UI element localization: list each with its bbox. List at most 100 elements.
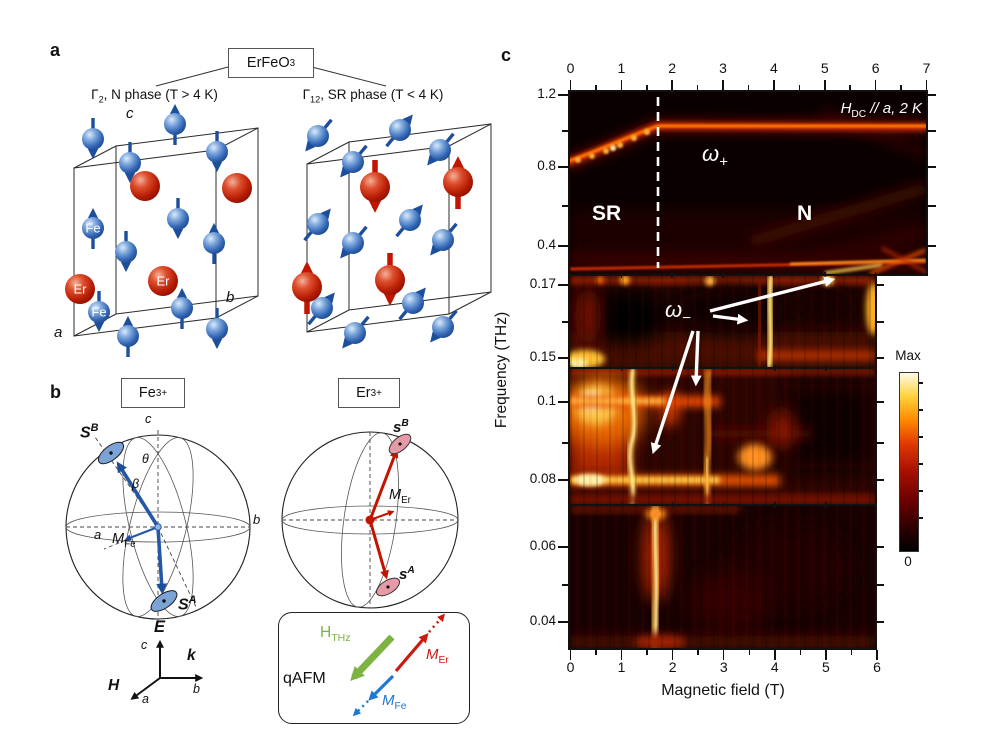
fe-atom [203,232,225,254]
bottom-axis-major-tick [620,650,623,660]
measurement-condition: HDC // a, 2 K [840,100,922,120]
fe-atom [117,325,139,347]
top-axis-major-tick [824,80,826,90]
bottom-axis-tick-label: 2 [668,659,677,675]
bottom-axis-minor-tick [799,650,802,655]
fe-atom [171,297,193,319]
e-field-label: E [154,618,166,636]
fe-spin-arrow [385,114,413,148]
m-fe-label: MFe [112,531,136,550]
atom-label: Er [157,274,171,289]
colorbar-tick [917,382,923,384]
boundary-axis-tick [620,502,623,508]
h-field-label: H [108,677,120,694]
spin-sb-er-label: sB [393,418,409,436]
fe-atom [432,316,454,338]
boundary-axis-tick [824,272,826,278]
top-axis-tick-label: 2 [668,60,677,76]
bottom-axis-minor-tick [646,650,648,655]
fe-spin-arrow [427,132,455,166]
frame-axis-a: a [142,692,149,706]
bottom-axis-minor-tick [595,650,597,655]
atom-label: Fe [85,221,100,236]
freq-axis-major-tick [558,546,568,548]
right-axis-tick-lower [877,321,884,323]
segment-boundary-2 [568,367,877,369]
top-axis-major-tick [671,80,673,90]
er-atom [360,172,390,202]
er-atom [292,272,322,302]
theta-label: θ [142,452,149,466]
bottom-axis-minor-tick [697,650,699,655]
compound-box: ErFeO 3 [228,48,314,78]
top-axis-major-tick [620,80,623,90]
axis-left-spine [568,90,570,650]
colorbar-max-label: Max [895,348,921,363]
atom-label: Er [74,282,88,297]
atom-label: Fe [91,305,106,320]
heatmap-segment-006-004 [570,506,875,648]
freq-axis-tick-label: 0.08 [529,471,556,486]
boundary-axis-tick [825,365,827,371]
freq-axis-tick-label: 1.2 [537,86,556,101]
fe-atom [311,297,333,319]
right-axis-tick-lower [877,284,884,286]
m-er-label: MEr [389,487,411,506]
freq-axis-major-tick [558,94,568,96]
k-vector-label: k [187,647,196,664]
fe-atom [82,217,104,239]
freq-axis-tick-label: 0.8 [537,158,556,173]
right-axis-tick-lower [877,479,884,481]
right-axis-tick-upper [928,166,936,168]
heatmap-segment-017-015 [570,276,875,367]
right-axis-tick-lower [877,546,884,548]
bottom-axis-major-tick [722,650,725,660]
right-axis-tick-upper [928,245,936,247]
heatmap-segment-01-008 [570,369,875,504]
bottom-axis-tick-label: 1 [617,659,626,675]
fe-sphere-axis-b: b [253,512,261,527]
er-atom [375,265,405,295]
n-phase-title: Γ2, N phase (T > 4 K) [91,87,218,105]
top-axis-major-tick [925,80,928,90]
fe-atom [206,318,228,340]
er-atom [222,173,252,203]
colorbar [899,372,919,552]
fe-spin-arrow [398,287,426,321]
beta-label: β [132,477,140,491]
bottom-axis-tick-label: 5 [821,659,830,675]
bottom-axis-major-tick [671,650,674,660]
top-axis-tick-label: 1 [617,60,626,76]
boundary-axis-tick [722,272,724,278]
axis-bottom-spine [568,648,877,650]
fe-spin-arrow [305,118,333,152]
fe-atom [432,229,454,251]
top-axis-minor-tick [646,85,648,90]
boundary-axis-tick [620,272,623,278]
freq-axis-major-tick [558,357,568,359]
unit-cell-sr-phase [306,123,492,333]
colorbar-tick [917,517,923,519]
boundary-axis-tick [620,365,623,371]
qafm-label: qAFM [283,670,326,687]
colorbar-tick [917,409,923,411]
top-axis-minor-tick [798,85,801,90]
freq-axis-major-tick [558,401,568,403]
fe-atom [206,141,228,163]
fe-atom [429,139,451,161]
fe-ion-box: Fe 3+ [121,378,185,408]
boundary-axis-tick [825,502,827,508]
panel-c-letter: c [501,45,512,65]
freq-axis-tick-label: 0.1 [537,393,556,408]
fe-spin-arrow [430,309,458,343]
freq-axis-major-tick [558,284,568,286]
segment-boundary-3 [568,504,877,506]
fe-atom [119,152,141,174]
colorbar-tick [917,436,923,438]
freq-axis-tick-label: 0.4 [537,237,556,252]
top-axis-tick-label: 3 [719,60,727,76]
omega-minus-label: ω− [665,297,691,327]
top-axis-major-tick [569,80,572,90]
panel-a-letter: a [50,40,61,60]
